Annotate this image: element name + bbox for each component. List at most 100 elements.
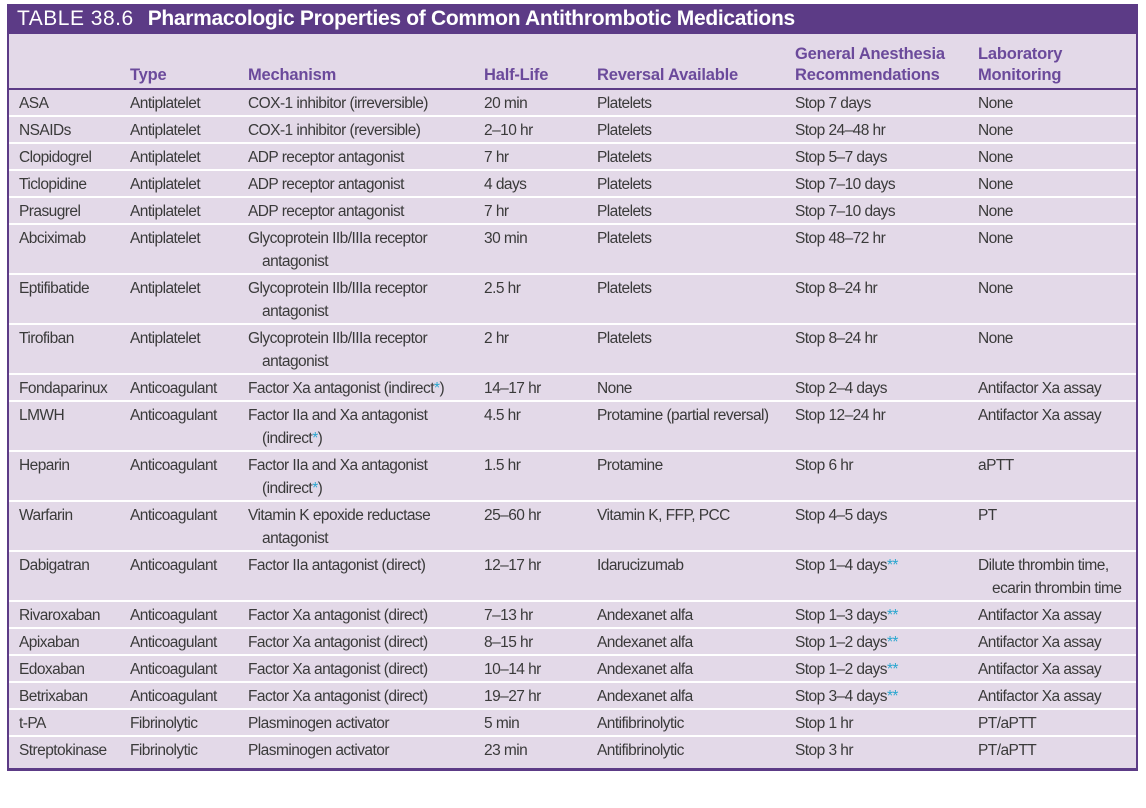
table-row: Dabigatran Anticoagulant Factor IIa antago… — [9, 551, 1136, 602]
cell-reversal: Andexanet alfa — [597, 628, 795, 656]
table-row: ASA Antiplatelet COX-1 inhibitor (irrevers… — [9, 89, 1136, 117]
cell-lab-monitoring: aPTT — [978, 451, 1136, 502]
cell-mechanism: Plasminogen activator — [248, 709, 484, 737]
cell-lab-monitoring: None — [978, 170, 1136, 198]
cell-drug-name: Betrixaban — [9, 682, 130, 710]
cell-mechanism: Factor Xa antagonist (direct) — [248, 655, 484, 683]
cell-lab-monitoring: None — [978, 143, 1136, 171]
table-row: Streptokinase Fibrinolytic Plasminogen act… — [9, 736, 1136, 768]
table-title-bar: TABLE 38.6 Pharmacologic Properties of Co… — [9, 4, 1136, 34]
cell-mechanism: Factor IIa and Xa antagonist (indirect*) — [248, 451, 484, 502]
table-row: Warfarin Anticoagulant Vitamin K epoxide r… — [9, 501, 1136, 552]
cell-mechanism: Factor Xa antagonist (direct) — [248, 682, 484, 710]
cell-mechanism: Factor IIa antagonist (direct) — [248, 551, 484, 602]
cell-mechanism: Factor IIa and Xa antagonist (indirect*) — [248, 401, 484, 452]
cell-lab-monitoring: Antifactor Xa assay — [978, 655, 1136, 683]
cell-anesthesia-recommendation: Stop 1–3 days** — [795, 601, 978, 629]
cell-type: Anticoagulant — [130, 551, 248, 602]
cell-type: Anticoagulant — [130, 401, 248, 452]
column-header-reversal: Reversal Available — [597, 34, 795, 90]
cell-half-life: 20 min — [484, 89, 597, 117]
cell-lab-monitoring: None — [978, 116, 1136, 144]
cell-reversal: Platelets — [597, 324, 795, 375]
column-header-anesthesia-recommendation: General Anesthesia Recommendations — [795, 34, 978, 90]
cell-type: Anticoagulant — [130, 501, 248, 552]
cell-lab-monitoring: None — [978, 324, 1136, 375]
footnote-marker: * — [312, 430, 318, 447]
cell-anesthesia-recommendation: Stop 6 hr — [795, 451, 978, 502]
cell-reversal: Platelets — [597, 224, 795, 275]
table-row: Apixaban Anticoagulant Factor Xa antagonis… — [9, 628, 1136, 656]
table-row: Betrixaban Anticoagulant Factor Xa antagon… — [9, 682, 1136, 710]
cell-mechanism: Glycoprotein IIb/IIIa receptor antagonis… — [248, 274, 484, 325]
cell-mechanism: Plasminogen activator — [248, 742, 390, 759]
cell-anesthesia-recommendation: Stop 8–24 hr — [795, 274, 978, 325]
cell-reversal: Andexanet alfa — [597, 655, 795, 683]
cell-anesthesia-recommendation: Stop 1–2 days** — [795, 655, 978, 683]
cell-type: Antiplatelet — [130, 224, 248, 275]
cell-lab-monitoring: None — [978, 89, 1136, 117]
cell-mechanism: Factor Xa antagonist (direct) — [248, 601, 484, 629]
cell-half-life: 7 hr — [484, 197, 597, 225]
footnote-marker: ** — [886, 634, 899, 651]
cell-reversal: Andexanet alfa — [597, 601, 795, 629]
cell-drug-name: Clopidogrel — [9, 143, 130, 171]
cell-reversal: Antifibrinolytic — [597, 742, 684, 759]
cell-half-life: 23 min — [484, 742, 528, 759]
cell-anesthesia-recommendation: Stop 7 days — [795, 89, 978, 117]
cell-drug-name: Edoxaban — [9, 655, 130, 683]
cell-type: Antiplatelet — [130, 197, 248, 225]
cell-mechanism: Factor Xa antagonist (direct) — [248, 628, 484, 656]
cell-half-life: 7–13 hr — [484, 601, 597, 629]
cell-drug-name: LMWH — [9, 401, 130, 452]
cell-anesthesia-recommendation: Stop 7–10 days — [795, 197, 978, 225]
cell-half-life: 5 min — [484, 709, 597, 737]
table-title: Pharmacologic Properties of Common Antit… — [147, 7, 795, 30]
cell-half-life: 2.5 hr — [484, 274, 597, 325]
cell-lab-monitoring: Antifactor Xa assay — [978, 374, 1136, 402]
cell-reversal: Protamine — [597, 451, 795, 502]
table-row: Edoxaban Anticoagulant Factor Xa antagonis… — [9, 655, 1136, 683]
cell-reversal: Antifibrinolytic — [597, 709, 795, 737]
cell-drug-name: Heparin — [9, 451, 130, 502]
cell-type: Anticoagulant — [130, 655, 248, 683]
cell-reversal: Platelets — [597, 89, 795, 117]
cell-half-life: 4 days — [484, 170, 597, 198]
cell-drug-name: Tirofiban — [9, 324, 130, 375]
cell-mechanism: Vitamin K epoxide reductase antagonist — [248, 501, 484, 552]
cell-lab-monitoring: Antifactor Xa assay — [978, 601, 1136, 629]
cell-drug-name: ASA — [9, 89, 130, 117]
cell-mechanism: ADP receptor antagonist — [248, 197, 484, 225]
footnote-marker: ** — [886, 607, 899, 624]
cell-lab-monitoring: Antifactor Xa assay — [978, 401, 1136, 452]
cell-half-life: 19–27 hr — [484, 682, 597, 710]
table-row: Eptifibatide Antiplatelet Glycoprotein IIb… — [9, 274, 1136, 325]
cell-mechanism: ADP receptor antagonist — [248, 143, 484, 171]
table-row: Fondaparinux Anticoagulant Factor Xa antag… — [9, 374, 1136, 402]
cell-reversal: Vitamin K, FFP, PCC — [597, 501, 795, 552]
cell-reversal: None — [597, 374, 795, 402]
cell-half-life: 4.5 hr — [484, 401, 597, 452]
cell-reversal: Protamine (partial reversal) — [597, 401, 795, 452]
cell-mechanism: Glycoprotein IIb/IIIa receptor antagonis… — [248, 324, 484, 375]
cell-anesthesia-recommendation: Stop 24–48 hr — [795, 116, 978, 144]
footnote-marker: ** — [886, 557, 899, 574]
cell-half-life: 30 min — [484, 224, 597, 275]
cell-reversal: Platelets — [597, 197, 795, 225]
table-row: Prasugrel Antiplatelet ADP receptor antago… — [9, 197, 1136, 225]
cell-lab-monitoring: None — [978, 224, 1136, 275]
column-header-lab-monitoring: Laboratory Monitoring — [978, 34, 1136, 90]
cell-anesthesia-recommendation: Stop 12–24 hr — [795, 401, 978, 452]
footnote-marker: * — [433, 380, 440, 397]
cell-anesthesia-recommendation: Stop 48–72 hr — [795, 224, 978, 275]
antithrombotic-table: Type Mechanism Half-Life Reversal Available… — [9, 34, 1136, 768]
cell-drug-name: Streptokinase — [19, 742, 107, 759]
cell-anesthesia-recommendation: Stop 3–4 days** — [795, 682, 978, 710]
table-row: t-PA Fibrinolytic Plasminogen activator 5 m… — [9, 709, 1136, 737]
cell-lab-monitoring: Antifactor Xa assay — [978, 628, 1136, 656]
cell-type: Fibrinolytic — [130, 709, 248, 737]
cell-type: Anticoagulant — [130, 682, 248, 710]
table-row: LMWH Anticoagulant Factor IIa and Xa antag… — [9, 401, 1136, 452]
cell-anesthesia-recommendation: Stop 8–24 hr — [795, 324, 978, 375]
cell-drug-name: Ticlopidine — [9, 170, 130, 198]
